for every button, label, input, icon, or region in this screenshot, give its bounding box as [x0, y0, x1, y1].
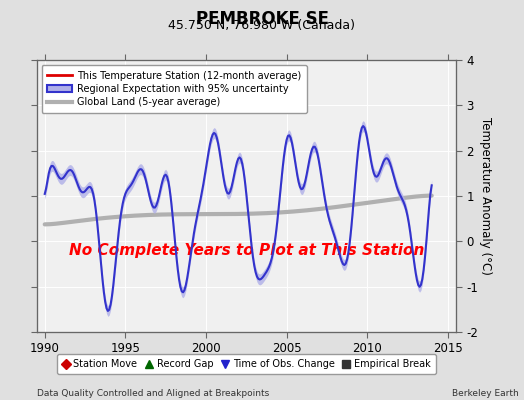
Legend: Station Move, Record Gap, Time of Obs. Change, Empirical Break: Station Move, Record Gap, Time of Obs. C…: [57, 354, 436, 374]
Text: 45.750 N, 76.980 W (Canada): 45.750 N, 76.980 W (Canada): [169, 19, 355, 32]
Y-axis label: Temperature Anomaly (°C): Temperature Anomaly (°C): [479, 117, 492, 275]
Text: Data Quality Controlled and Aligned at Breakpoints: Data Quality Controlled and Aligned at B…: [37, 389, 269, 398]
Legend: This Temperature Station (12-month average), Regional Expectation with 95% uncer: This Temperature Station (12-month avera…: [41, 65, 307, 113]
Text: PEMBROKE SE: PEMBROKE SE: [195, 10, 329, 28]
Text: No Complete Years to Plot at This Station: No Complete Years to Plot at This Statio…: [69, 243, 424, 258]
Text: Berkeley Earth: Berkeley Earth: [452, 389, 519, 398]
